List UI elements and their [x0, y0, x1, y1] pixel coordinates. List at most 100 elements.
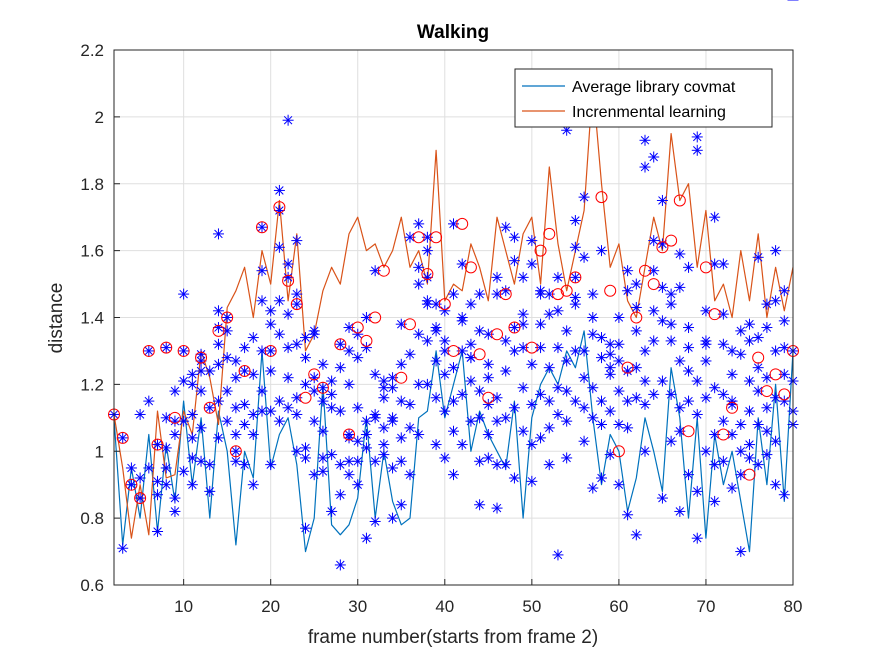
legend-box: [514, 68, 773, 128]
circle-marker: [543, 227, 556, 240]
asterisk-marker: [717, 455, 729, 467]
asterisk-marker: [300, 442, 312, 454]
circle-marker: [255, 221, 268, 234]
asterisk-marker: [273, 328, 285, 340]
asterisk-marker: [395, 395, 407, 407]
asterisk-marker: [752, 251, 764, 263]
asterisk-marker: [535, 388, 547, 400]
circle-marker: [229, 445, 242, 458]
asterisk-marker: [709, 495, 721, 507]
asterisk-marker: [491, 415, 503, 427]
asterisk-marker: [212, 305, 224, 317]
asterisk-marker: [300, 378, 312, 390]
asterisk-marker: [700, 392, 712, 404]
circle-marker: [142, 344, 155, 357]
asterisk-marker: [326, 388, 338, 400]
asterisk-marker: [561, 415, 573, 427]
circle-marker: [282, 274, 295, 287]
legend: Average library covmat Increnmental lear…: [514, 68, 773, 128]
asterisk-marker: [430, 439, 442, 451]
asterisk-marker: [569, 298, 581, 310]
asterisk-marker: [178, 288, 190, 300]
asterisk-marker: [421, 245, 433, 257]
asterisk-marker: [630, 392, 642, 404]
asterisk-marker: [752, 419, 764, 430]
asterisk-marker: [543, 422, 555, 434]
asterisk-marker: [265, 459, 277, 471]
circle-marker: [343, 428, 356, 441]
asterisk-marker: [387, 512, 399, 524]
circle-marker: [351, 321, 364, 334]
asterisk-marker: [256, 385, 268, 397]
asterisk-marker: [639, 345, 651, 357]
asterisk-marker: [726, 395, 738, 407]
asterisk-marker: [709, 429, 721, 441]
asterisk-marker: [648, 335, 660, 347]
asterisk-marker: [665, 298, 677, 310]
asterisk-marker: [212, 322, 224, 334]
asterisk-marker: [247, 479, 259, 491]
x-tick-label: 70: [696, 597, 715, 616]
asterisk-marker: [247, 368, 259, 380]
asterisk-marker: [648, 265, 660, 277]
asterisk-marker: [595, 352, 607, 364]
asterisk-marker: [421, 378, 433, 390]
circle-marker: [473, 348, 486, 361]
asterisk-marker: [648, 151, 660, 163]
circle-marker: [665, 234, 678, 247]
asterisk-marker: [265, 365, 277, 377]
asterisk-marker: [474, 288, 486, 300]
x-tick-label: 40: [435, 597, 454, 616]
asterisk-marker: [265, 318, 277, 330]
asterisk-marker: [352, 435, 364, 447]
asterisk-marker: [300, 352, 312, 364]
asterisk-marker: [317, 465, 329, 477]
asterisk-marker: [160, 479, 172, 491]
asterisk-marker: [482, 429, 494, 441]
asterisk-marker: [282, 258, 294, 270]
circle-marker: [134, 492, 147, 505]
asterisk-marker: [465, 375, 477, 387]
asterisk-marker: [587, 412, 599, 424]
circle-marker: [290, 298, 303, 311]
legend-label-average: Average library covmat: [572, 79, 736, 96]
circle-marker: [195, 351, 208, 364]
asterisk-marker: [221, 415, 233, 427]
circle-marker: [647, 278, 660, 291]
asterisk-marker: [326, 449, 338, 461]
asterisk-marker: [326, 375, 338, 387]
asterisk-marker: [630, 278, 642, 290]
asterisk-marker: [134, 408, 146, 420]
asterisk-marker: [169, 385, 181, 397]
asterisk-marker: [552, 549, 564, 561]
asterisk-marker: [743, 375, 755, 387]
asterisk-marker: [395, 318, 407, 330]
asterisk-marker: [448, 395, 459, 407]
asterisk-marker: [500, 459, 512, 471]
asterisk-marker: [622, 365, 634, 377]
asterisk-marker: [770, 479, 782, 491]
circle-marker: [534, 244, 547, 257]
asterisk-marker: [683, 322, 695, 334]
asterisk-marker: [569, 271, 581, 283]
asterisk-marker: [456, 258, 468, 270]
circle-marker: [447, 344, 460, 357]
circle-marker: [717, 428, 730, 441]
asterisk-marker: [421, 271, 433, 283]
asterisk-marker: [143, 345, 155, 357]
asterisk-marker: [639, 134, 651, 146]
circle-marker: [369, 311, 382, 324]
asterisk-marker: [230, 455, 242, 467]
asterisk-marker: [613, 385, 625, 397]
x-tick-label: 80: [784, 597, 803, 616]
asterisk-marker: [535, 432, 547, 444]
asterisk-marker: [204, 402, 216, 414]
asterisk-marker: [700, 355, 712, 367]
circle-marker: [299, 391, 312, 404]
asterisk-marker: [569, 291, 581, 303]
asterisk-marker: [474, 412, 486, 424]
circle-marker: [430, 231, 443, 244]
asterisk-marker: [186, 408, 198, 420]
asterisk-marker: [186, 479, 198, 491]
asterisk-marker: [622, 395, 634, 407]
